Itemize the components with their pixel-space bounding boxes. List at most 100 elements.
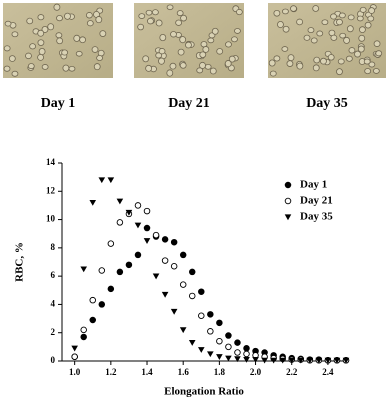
cell <box>99 30 107 37</box>
point <box>152 231 160 239</box>
cell <box>176 10 184 17</box>
cell <box>372 68 380 74</box>
x-tick-label: 1.4 <box>141 367 153 377</box>
point <box>161 236 169 243</box>
cell <box>27 63 35 70</box>
cell <box>312 5 320 12</box>
cell <box>38 47 46 56</box>
point <box>134 251 142 259</box>
point <box>161 291 169 298</box>
y-tick-label: 6 <box>51 270 56 280</box>
cell <box>199 51 207 58</box>
cell <box>373 40 381 47</box>
cell <box>95 16 103 24</box>
cell <box>166 4 174 11</box>
cell <box>339 32 347 39</box>
x-axis-label: Elongation Ratio <box>164 386 244 398</box>
cell <box>313 56 321 64</box>
legend-label: Day 35 <box>300 211 333 223</box>
cell <box>179 62 187 69</box>
legend-label: Day 21 <box>300 195 333 207</box>
cell <box>286 60 294 67</box>
point <box>80 266 88 273</box>
point <box>98 267 106 274</box>
x-tick-label: 2.2 <box>286 367 298 377</box>
cell <box>346 25 354 33</box>
cell <box>29 43 37 50</box>
point <box>134 202 142 209</box>
point <box>270 357 277 364</box>
point <box>80 333 87 341</box>
cell <box>330 13 337 20</box>
point <box>207 311 214 318</box>
point <box>179 281 187 288</box>
point <box>197 347 205 353</box>
y-tick-label: 14 <box>46 157 56 167</box>
cell <box>177 48 185 56</box>
cell <box>281 46 289 52</box>
point <box>188 292 196 300</box>
cell <box>158 48 166 55</box>
cell <box>345 55 353 62</box>
point <box>161 257 169 264</box>
cell <box>37 39 45 46</box>
point <box>252 356 259 363</box>
cell <box>357 45 365 53</box>
cell <box>196 67 204 74</box>
cell <box>185 41 192 49</box>
point <box>243 345 250 352</box>
point <box>279 357 286 364</box>
cell <box>316 30 324 37</box>
cell <box>166 69 174 77</box>
cell <box>228 55 236 63</box>
cell <box>321 19 329 26</box>
chart: Elongation Ratio RBC, % 0 2 4 6 8 10 12 14 1.0 1.… <box>14 157 350 398</box>
x-tick-label: 2.0 <box>250 367 262 377</box>
cell <box>358 34 366 42</box>
cell <box>155 19 163 27</box>
cell <box>209 67 217 75</box>
point <box>207 328 214 335</box>
cell <box>282 8 289 15</box>
cell <box>37 53 44 61</box>
point <box>89 296 97 304</box>
cell <box>211 27 219 35</box>
cell <box>96 54 103 62</box>
point <box>198 312 205 319</box>
point <box>198 288 205 295</box>
cell <box>348 47 356 54</box>
cell <box>364 21 372 29</box>
cell <box>3 45 11 52</box>
point <box>125 209 133 216</box>
y-tick-label: 4 <box>51 298 56 308</box>
cell <box>175 19 183 26</box>
x-tick-label: 1.6 <box>178 367 190 377</box>
point <box>207 351 214 358</box>
cell <box>307 27 315 34</box>
cell <box>368 7 376 14</box>
cell <box>64 12 71 20</box>
cell <box>216 48 224 55</box>
cell <box>287 54 295 62</box>
cell <box>37 14 45 21</box>
cell <box>62 64 70 72</box>
point <box>80 326 87 334</box>
point <box>170 238 178 246</box>
legend-marker <box>284 181 292 189</box>
point <box>234 356 241 363</box>
cell <box>359 6 367 13</box>
point <box>234 339 241 346</box>
cell <box>277 20 284 29</box>
point <box>306 357 314 364</box>
cell <box>273 9 281 17</box>
micrograph-label: Day 1 <box>41 96 76 111</box>
cell <box>234 28 241 34</box>
cell <box>86 20 94 27</box>
cell <box>137 23 145 31</box>
cell <box>367 15 375 22</box>
point <box>116 219 124 226</box>
cell <box>312 64 320 72</box>
cell <box>145 64 153 72</box>
cell <box>225 41 232 48</box>
